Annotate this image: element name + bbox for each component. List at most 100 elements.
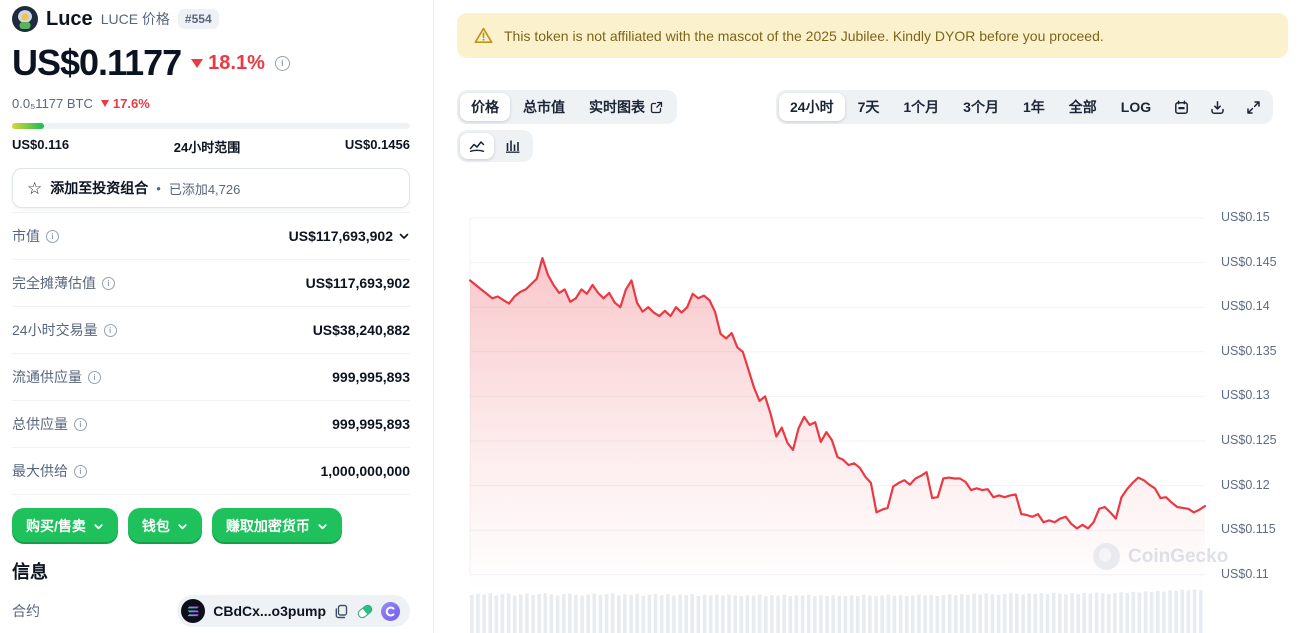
chevron-down-icon: [318, 523, 327, 529]
btc-price-row: 0.0₅1177 BTC 17.6%: [12, 96, 150, 111]
range-tab-3m[interactable]: 3个月: [963, 99, 999, 115]
range-tab-log[interactable]: LOG: [1120, 99, 1152, 115]
y-axis-label: US$0.15: [1221, 210, 1270, 224]
download-button[interactable]: [1200, 93, 1234, 121]
stat-value: US$117,693,902: [288, 228, 393, 244]
range-fill: [12, 123, 44, 129]
range-tab-all[interactable]: 全部: [1068, 99, 1097, 115]
range-low: US$0.116: [12, 137, 70, 152]
pill-icon[interactable]: [355, 602, 375, 620]
buy-sell-label: 购买/售卖: [26, 518, 86, 534]
chevron-down-icon: [94, 523, 103, 529]
y-axis: US$0.15 US$0.145 US$0.14 US$0.135 US$0.13 US$…: [1221, 190, 1300, 590]
fullscreen-button[interactable]: [1236, 93, 1270, 121]
time-range-tabs: 24小时 7天 1个月 3个月 1年 全部 LOG: [776, 90, 1274, 124]
current-price: US$0.1177: [12, 42, 182, 83]
stat-label: 总供应量: [12, 416, 68, 432]
range-labels: US$0.116 24小时范围 US$0.1456: [12, 137, 410, 156]
stat-row-market-cap: 市值 US$117,693,902: [12, 213, 410, 260]
column-divider: [433, 0, 434, 633]
y-axis-label: US$0.125: [1221, 433, 1277, 447]
contract-address-pill[interactable]: CBdCx...o3pump: [177, 595, 410, 627]
y-axis-label: US$0.115: [1221, 522, 1276, 537]
coin-header: Luce LUCE 价格 #554: [12, 6, 219, 32]
info-icon[interactable]: [103, 323, 117, 337]
stat-row-max-supply: 最大供给 1,000,000,000: [12, 448, 410, 495]
range-bar: [12, 123, 410, 129]
coin-price-label: LUCE 价格: [100, 11, 170, 27]
y-axis-label: US$0.13: [1221, 388, 1270, 403]
range-tab-7d[interactable]: 7天: [857, 99, 880, 115]
range-tab-24h[interactable]: 24小时: [779, 93, 845, 121]
watermark-text: CoinGecko: [1128, 545, 1229, 567]
add-to-portfolio-button[interactable]: ☆ 添加至投资组合 • 已添加4,726: [12, 168, 410, 208]
stat-value: US$117,693,902: [305, 275, 410, 291]
rank-badge: #554: [177, 9, 219, 29]
wallet-button[interactable]: 钱包: [127, 508, 202, 544]
info-icon[interactable]: [102, 276, 115, 290]
stat-label: 24小时交易量: [12, 322, 98, 338]
coingecko-logo-icon: [1093, 543, 1120, 570]
price-chart[interactable]: [460, 190, 1210, 633]
y-axis-label: US$0.14: [1221, 299, 1270, 314]
range-tab-1m[interactable]: 1个月: [903, 99, 940, 115]
info-section-title: 信息: [12, 562, 48, 582]
candle-chart-toggle[interactable]: [496, 133, 530, 159]
btc-price: 0.0₅1177 BTC: [12, 96, 93, 111]
stats-table: 市值 US$117,693,902 完全摊薄估值 US$117,693,902 …: [12, 212, 410, 495]
star-icon: ☆: [27, 178, 43, 198]
line-chart-toggle[interactable]: [460, 133, 494, 159]
stat-value: 1,000,000,000: [320, 463, 410, 479]
calendar-button[interactable]: [1164, 93, 1198, 121]
chart-type-tabs: [457, 130, 533, 162]
range-high: US$0.1456: [344, 137, 410, 152]
price-info-icon[interactable]: [274, 55, 290, 71]
triangle-down-icon: [191, 58, 204, 68]
portfolio-added-count: 已添加4,726: [168, 181, 241, 197]
pump-token-icon[interactable]: [381, 601, 400, 621]
range-label: 24小时范围: [173, 140, 241, 155]
y-axis-label: US$0.11: [1221, 566, 1269, 581]
chart-source-tabs: 价格 总市值 实时图表: [457, 90, 677, 124]
stat-row-fdv: 完全摊薄估值 US$117,693,902: [12, 260, 410, 307]
stat-row-circulating-supply: 流通供应量 999,995,893: [12, 354, 410, 401]
expand-icon: [1246, 100, 1260, 114]
earn-crypto-button[interactable]: 赚取加密货币: [211, 508, 342, 544]
range-tab-1y[interactable]: 1年: [1022, 99, 1045, 115]
stat-label: 完全摊薄估值: [12, 275, 96, 291]
contract-label: 合约: [12, 603, 40, 619]
external-link-icon: [650, 101, 663, 113]
info-icon[interactable]: [46, 229, 59, 243]
tab-market-cap[interactable]: 总市值: [523, 99, 565, 115]
earn-label: 赚取加密货币: [225, 518, 310, 534]
buy-sell-button[interactable]: 购买/售卖: [12, 508, 118, 544]
stat-label: 流通供应量: [12, 369, 82, 385]
coingecko-watermark: CoinGecko: [1093, 543, 1228, 570]
tab-price[interactable]: 价格: [460, 93, 510, 121]
stat-row-total-supply: 总供应量 999,995,893: [12, 401, 410, 448]
volume-bars: [470, 589, 1203, 633]
copy-icon[interactable]: [334, 604, 349, 619]
stat-label: 市值: [12, 228, 40, 244]
stat-value: US$38,240,882: [312, 322, 410, 338]
contract-row: 合约 CBdCx...o3pump: [12, 595, 410, 627]
info-icon[interactable]: [74, 417, 87, 431]
price-line-series: [468, 257, 1207, 590]
info-icon[interactable]: [74, 464, 87, 478]
action-buttons: 购买/售卖 钱包 赚取加密货币: [12, 508, 342, 544]
tab-tradingview[interactable]: 实时图表: [578, 93, 674, 121]
y-axis-label: US$0.145: [1221, 254, 1277, 269]
solana-icon: [181, 599, 206, 623]
info-icon[interactable]: [88, 370, 101, 384]
price-row: US$0.1177 18.1%: [12, 42, 290, 84]
y-axis-label: US$0.12: [1221, 477, 1270, 492]
chevron-down-icon[interactable]: [398, 230, 410, 242]
triangle-down-icon: [100, 100, 109, 107]
stat-value: 999,995,893: [332, 416, 410, 432]
coin-name: Luce: [46, 7, 93, 30]
warning-icon: [474, 27, 493, 44]
stat-label: 最大供给: [12, 463, 68, 479]
bar-chart-icon: [506, 140, 520, 153]
warning-banner: This token is not affiliated with the ma…: [457, 13, 1288, 58]
